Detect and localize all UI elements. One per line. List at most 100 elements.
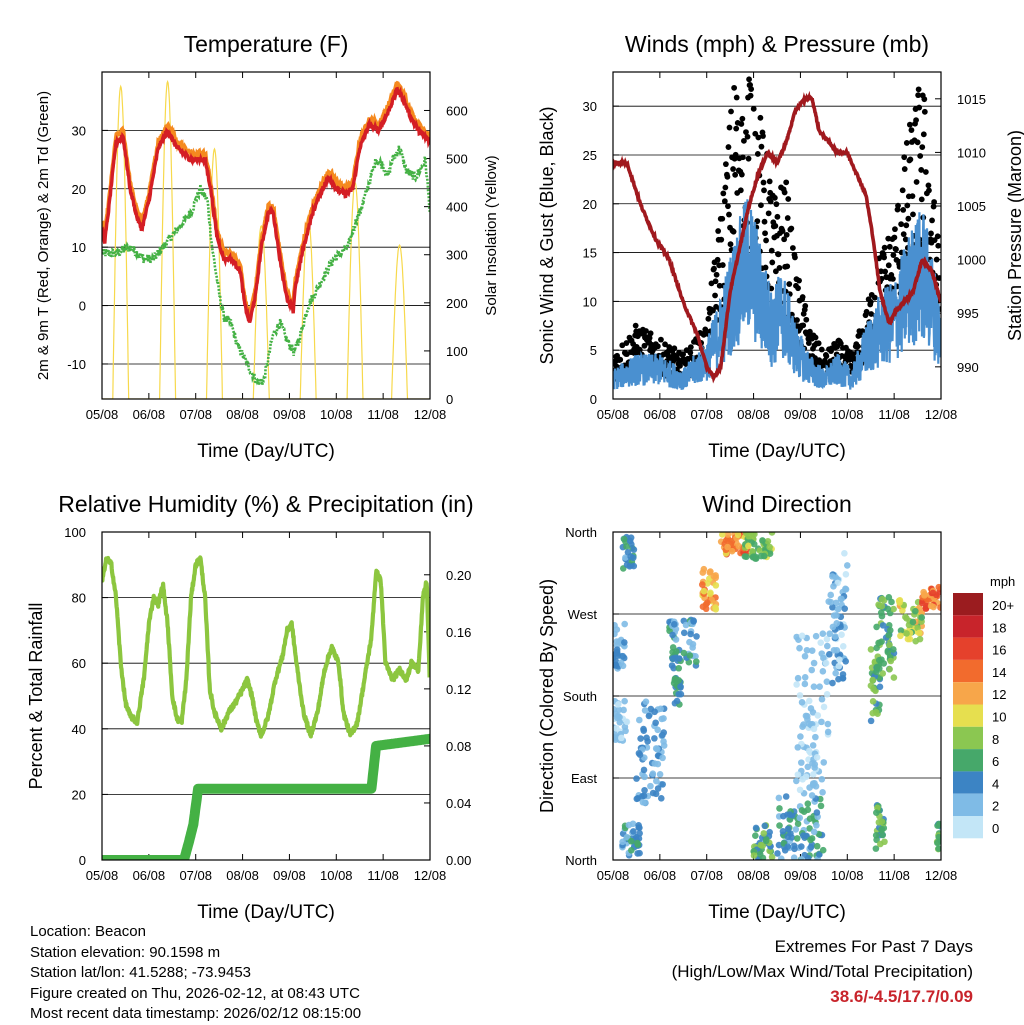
extremes-subtitle: (High/Low/Max Wind/Total Precipitation) [671, 962, 973, 981]
wind-direction-point [712, 582, 720, 589]
gust-point [878, 268, 884, 275]
gust-point [802, 303, 809, 309]
temperature-ytick-label: -10 [67, 357, 86, 372]
wind-direction-point [660, 738, 667, 745]
wind-direction-point [807, 836, 814, 844]
gust-point [680, 351, 686, 358]
winds-ytick-label: 15 [583, 246, 597, 261]
gust-point [925, 182, 932, 189]
wind-direction-point [869, 698, 877, 705]
gust-point [907, 156, 914, 163]
gust-point [931, 237, 938, 244]
wind-direction-xtick-label: 10/08 [831, 868, 864, 883]
gust-point [712, 278, 719, 285]
gust-point [784, 215, 791, 221]
humidity-ytick-label: 60 [72, 656, 86, 671]
wind-direction-point [890, 605, 897, 613]
wind-direction-point [630, 546, 638, 553]
wind-direction-point [937, 604, 941, 611]
wind-direction-point [829, 679, 836, 687]
wind-direction-point [838, 595, 845, 603]
gust-point [765, 210, 772, 217]
temperature-ytick-label: 0 [79, 299, 86, 314]
wind-direction-point [640, 792, 648, 800]
gust-point [727, 241, 734, 248]
wind-direction-point [712, 604, 719, 611]
wind-direction-point [677, 683, 684, 690]
winds-ytick-right-label: 990 [957, 360, 979, 375]
wind-direction-point [634, 839, 641, 847]
gust-point [812, 334, 819, 341]
station-latlon: Station lat/lon: 41.5288; -73.9453 [30, 964, 252, 981]
wind-direction-point [659, 781, 666, 788]
wind-direction-point [813, 754, 821, 761]
winds-ytick-label: 30 [583, 99, 597, 114]
temperature-ytick-label: 10 [72, 240, 86, 255]
wind-direction-point [718, 532, 726, 538]
wind-direction-point [832, 599, 840, 607]
wind-direction-point [810, 725, 818, 733]
winds-xtick-label: 07/08 [690, 407, 723, 422]
gust-point [891, 234, 898, 241]
wind-direction-point [651, 735, 658, 742]
wind-direction-point [613, 714, 621, 722]
gust-point [905, 215, 912, 222]
wind-direction-point [935, 833, 941, 841]
gust-point [909, 193, 916, 200]
winds-ylabel: Sonic Wind & Gust (Blue, Black) [537, 106, 557, 364]
gust-point [762, 230, 768, 237]
gust-point [921, 96, 928, 103]
gust-point [724, 173, 731, 180]
humidity-ytick-label: 80 [72, 591, 86, 606]
gust-point [754, 218, 761, 225]
wind-direction-point [649, 789, 657, 797]
wind-direction-point [630, 828, 637, 835]
temperature-xtick-label: 06/08 [133, 407, 166, 422]
wind-direction-point [803, 646, 811, 654]
wind-direction-point [686, 652, 694, 659]
wind-direction-point [876, 840, 884, 848]
wind-direction-point [752, 832, 759, 839]
station-info: Location: Beacon Station elevation: 90.1… [30, 922, 361, 1025]
wind-direction-point [835, 662, 843, 670]
wind-direction-point [760, 552, 768, 560]
gust-point [636, 346, 643, 353]
sonic-wind-line [613, 199, 941, 391]
wind-direction-point [659, 754, 666, 762]
wind-direction-point [633, 775, 640, 782]
gust-point [737, 187, 744, 194]
gust-point [881, 254, 888, 261]
gust-point [899, 187, 906, 194]
wind-direction-title: Wind Direction [702, 491, 852, 517]
temperature-xtick-label: 09/08 [273, 407, 306, 422]
station-elevation: Station elevation: 90.1598 m [30, 943, 221, 961]
gust-point [772, 223, 779, 229]
wind-direction-point [779, 827, 787, 835]
wind-direction-point [832, 574, 840, 581]
humidity-ytick-right-label: 0.20 [446, 568, 471, 583]
wind-direction-point [806, 825, 813, 832]
gust-point [913, 179, 920, 185]
wind-direction-point [800, 808, 808, 815]
wind-direction-point [620, 535, 628, 543]
wind-direction-point [784, 843, 792, 850]
gust-point [933, 256, 940, 263]
wind-direction-point [652, 745, 660, 752]
gust-point [745, 155, 752, 162]
humidity-ytick-label: 40 [72, 722, 86, 737]
wind-direction-point [776, 822, 783, 829]
winds-ytick-right-label: 1015 [957, 92, 986, 107]
gust-point [687, 349, 694, 356]
wind-direction-point [786, 811, 793, 818]
wind-direction-point [699, 569, 707, 576]
wind-direction-point [700, 587, 708, 595]
wind-direction-point [887, 657, 895, 665]
wind-direction-point [800, 721, 807, 728]
gust-point [735, 63, 741, 69]
gust-point [757, 114, 764, 121]
colorbar-label: 16 [992, 643, 1006, 658]
humidity-title: Relative Humidity (%) & Precipitation (i… [58, 491, 473, 517]
gust-point [784, 263, 791, 270]
wind-direction-point [824, 720, 832, 728]
